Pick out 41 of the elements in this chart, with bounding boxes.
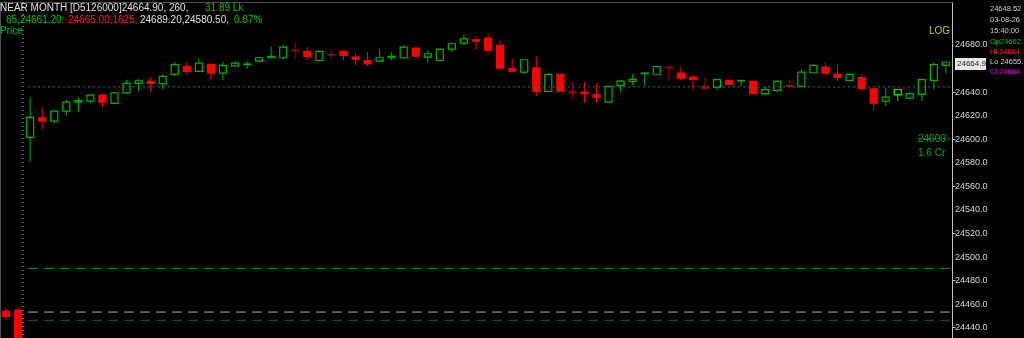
candlestick — [929, 61, 939, 91]
y-tick-label: 24600.0 — [955, 133, 988, 144]
annotation: 0.87% — [234, 14, 263, 25]
annotation: 24689.20,24580.50, — [140, 14, 229, 25]
y-tick-label: 24620.0 — [955, 110, 988, 121]
candlestick — [676, 66, 685, 81]
candlestick — [496, 39, 505, 69]
candlestick — [869, 88, 878, 111]
y-tick-label: 24580.0 — [955, 157, 988, 168]
annotation: NEAR MONTH [D5126000]24664.90, 260, — [0, 2, 189, 13]
y-tick-label: 24460.0 — [955, 298, 988, 309]
candlestick — [471, 34, 481, 50]
annotation: 24665.00,1625, — [68, 14, 138, 25]
text: 24664.9 — [957, 59, 987, 68]
y-tick-label: 24540.0 — [955, 204, 988, 215]
y-tick-label: 24680.0 — [955, 39, 988, 50]
candlestick — [459, 33, 469, 46]
candlestick — [242, 60, 252, 70]
y-tick-label: 24480.0 — [955, 275, 988, 286]
candlestick — [532, 55, 541, 97]
y-tick-label: 24560.0 — [955, 180, 988, 191]
candlestick — [592, 83, 601, 104]
candlestick — [38, 107, 47, 131]
candlestick — [580, 81, 589, 104]
candlestick — [640, 72, 649, 86]
ref-line-label: 24600 1.6 Cr — [918, 132, 947, 158]
y-tick-label: 24640.0 — [955, 86, 988, 97]
candlestick — [941, 61, 951, 75]
y-tick-label: 24520.0 — [955, 228, 988, 239]
annotation: 65,24661.20: — [6, 14, 65, 25]
annotation: LOG — [928, 25, 951, 36]
annotation: 31.89 Lk — [205, 2, 245, 13]
y-tick-label: 24500.0 — [955, 251, 988, 262]
y-tick-label: 24440.0 — [955, 322, 988, 333]
candlestick — [688, 74, 698, 91]
candlestick — [26, 96, 35, 163]
candlestick — [664, 66, 673, 81]
candlestick — [1, 307, 11, 321]
candlestick — [218, 61, 228, 81]
annotation: Price — [0, 25, 24, 36]
candlestick — [917, 79, 926, 102]
